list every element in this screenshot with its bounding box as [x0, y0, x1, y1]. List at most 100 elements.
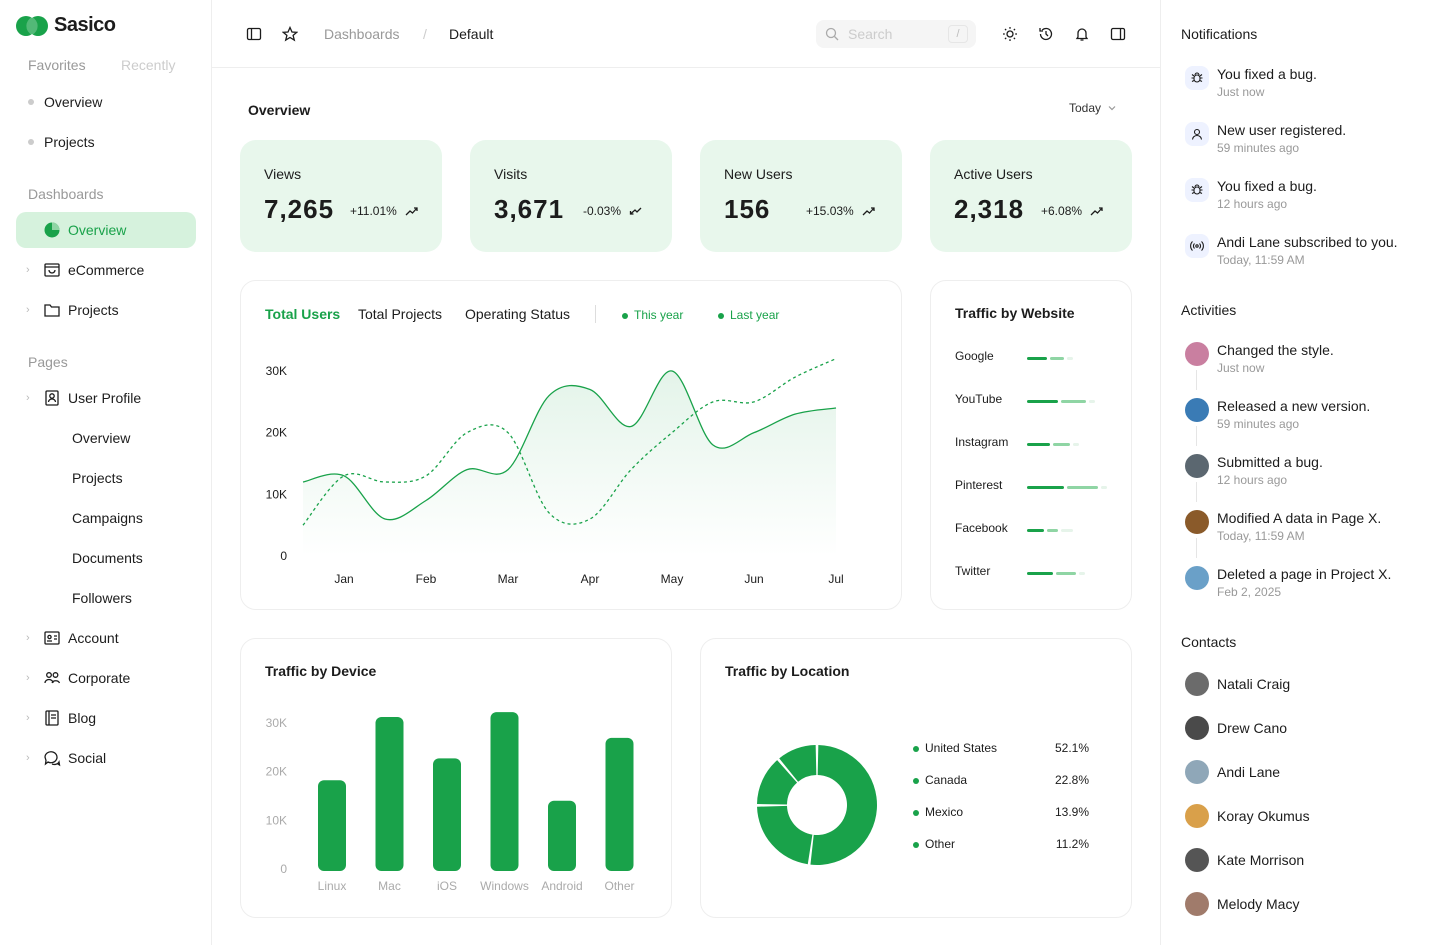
x-tick-label: Mar — [498, 572, 519, 586]
sidebar-item-label: Social — [68, 750, 107, 766]
series-line-this-year — [302, 370, 837, 521]
legend-dot-icon — [913, 809, 919, 816]
search-input[interactable]: Search / — [816, 20, 976, 48]
tab-total-projects[interactable]: Total Projects — [358, 306, 443, 322]
traffic-site-row: Pinterest — [955, 478, 1002, 492]
contact-item[interactable]: Andi Lane — [1181, 760, 1431, 786]
chevron-right-icon: › — [26, 712, 30, 724]
tab-operating-status[interactable]: Operating Status — [465, 306, 571, 322]
sidebar-subitem-campaigns[interactable]: Campaigns — [72, 510, 143, 526]
activity-time: 59 minutes ago — [1217, 417, 1300, 431]
stat-card-visits: Visits 3,671 -0.03% — [470, 140, 672, 252]
activity-item[interactable]: Deleted a page in Project X. Feb 2, 2025 — [1181, 566, 1431, 606]
sidebar-item-overview[interactable]: Overview — [16, 212, 196, 248]
activity-item[interactable]: Changed the style. Just now — [1181, 342, 1431, 382]
stat-change: +11.01% — [350, 204, 397, 218]
contact-item[interactable]: Drew Cano — [1181, 716, 1431, 742]
tab-total-users[interactable]: Total Users — [265, 306, 341, 322]
sidebar-subitem-projects[interactable]: Projects — [72, 470, 123, 486]
bar-windows[interactable] — [490, 712, 519, 871]
overview-title: Overview — [248, 102, 311, 118]
x-tick-label: Other — [604, 879, 634, 893]
sidebar-item-label: Projects — [68, 302, 119, 318]
trend-up-icon — [1090, 207, 1103, 216]
traffic-site-row: Google — [955, 349, 994, 363]
traffic-device-title: Traffic by Device — [265, 663, 377, 679]
favorite-label: Overview — [44, 94, 103, 110]
bar-android[interactable] — [548, 800, 576, 871]
traffic-location-title: Traffic by Location — [725, 663, 850, 679]
activity-text: Modified A data in Page X. — [1217, 510, 1382, 526]
notification-time: 12 hours ago — [1217, 197, 1288, 211]
location-name: Other — [925, 837, 956, 851]
activity-item[interactable]: Submitted a bug. 12 hours ago — [1181, 454, 1431, 494]
panel-toggle-icon[interactable] — [1108, 24, 1128, 44]
avatar — [1185, 510, 1209, 534]
chevron-right-icon: › — [26, 672, 30, 684]
favorite-item-projects[interactable]: Projects — [16, 124, 196, 160]
sidebar-item-projects[interactable]: › Projects — [16, 292, 196, 328]
brand-logo[interactable]: Sasico — [16, 14, 116, 37]
slice-other[interactable] — [779, 745, 817, 782]
chevron-right-icon: › — [26, 392, 30, 404]
avatar — [1185, 566, 1209, 590]
search-placeholder: Search — [848, 26, 893, 42]
activity-time: Feb 2, 2025 — [1217, 585, 1282, 599]
sidebar-item-account[interactable]: › Account — [16, 620, 196, 656]
tab-recently[interactable]: Recently — [121, 57, 176, 73]
top-bar: Dashboards / Default Search / — [212, 0, 1160, 68]
sidebar-item-user-profile[interactable]: › User Profile — [16, 380, 196, 416]
notification-item[interactable]: Andi Lane subscribed to you. Today, 11:59… — [1181, 234, 1431, 274]
bell-icon[interactable] — [1072, 24, 1092, 44]
range-select[interactable]: Today — [1069, 101, 1117, 115]
avatar — [1185, 672, 1209, 696]
traffic-site-bar — [1027, 400, 1095, 403]
x-tick-label: Android — [541, 879, 582, 893]
contact-item[interactable]: Koray Okumus — [1181, 804, 1431, 830]
main-content: Overview Today Views 7,265 +11.01% Visit… — [212, 68, 1160, 945]
sidebar-item-blog[interactable]: › Blog — [16, 700, 196, 736]
chevron-right-icon: › — [26, 304, 30, 316]
donut-chart — [757, 745, 877, 865]
contact-item[interactable]: Melody Macy — [1181, 892, 1431, 918]
activity-text: Submitted a bug. — [1217, 454, 1323, 470]
brand-name: Sasico — [54, 14, 116, 36]
sidebar-toggle-icon[interactable] — [244, 24, 264, 44]
sidebar-item-ecommerce[interactable]: › eCommerce — [16, 252, 196, 288]
sidebar-item-label: Corporate — [68, 670, 131, 686]
tab-favorites[interactable]: Favorites — [28, 57, 86, 73]
sidebar-subitem-documents[interactable]: Documents — [72, 550, 143, 566]
x-tick-label: Windows — [480, 879, 529, 893]
bar-ios[interactable] — [433, 758, 461, 871]
sidebar-item-corporate[interactable]: › Corporate — [16, 660, 196, 696]
notification-text: You fixed a bug. — [1217, 66, 1317, 82]
activity-item[interactable]: Released a new version. 59 minutes ago — [1181, 398, 1431, 438]
contact-name: Andi Lane — [1217, 764, 1281, 780]
contact-name: Drew Cano — [1217, 720, 1288, 736]
slice-canada[interactable] — [757, 805, 813, 865]
sidebar-item-social[interactable]: › Social — [16, 740, 196, 776]
bar-mac[interactable] — [375, 717, 404, 871]
breadcrumb-dashboards[interactable]: Dashboards — [324, 26, 400, 42]
pages-heading: Pages — [28, 354, 68, 370]
sidebar-subitem-followers[interactable]: Followers — [72, 590, 132, 606]
sidebar-item-label: Account — [68, 630, 119, 646]
avatar — [1185, 892, 1209, 916]
notification-item[interactable]: You fixed a bug. Just now — [1181, 66, 1431, 106]
sidebar-subitem-overview[interactable]: Overview — [72, 430, 131, 446]
contact-item[interactable]: Kate Morrison — [1181, 848, 1431, 874]
star-icon[interactable] — [280, 24, 300, 44]
sidebar-item-label: Overview — [68, 222, 127, 238]
bar-other[interactable] — [605, 737, 634, 871]
bar-linux[interactable] — [318, 780, 346, 871]
timeline-line — [1196, 426, 1197, 446]
favorite-item-overview[interactable]: Overview — [16, 84, 196, 120]
slice-mexico[interactable] — [757, 760, 798, 805]
sun-icon[interactable] — [1000, 24, 1020, 44]
notification-item[interactable]: You fixed a bug. 12 hours ago — [1181, 178, 1431, 218]
activity-item[interactable]: Modified A data in Page X. Today, 11:59 A… — [1181, 510, 1431, 550]
slice-united-states[interactable] — [810, 745, 877, 865]
notification-item[interactable]: New user registered. 59 minutes ago — [1181, 122, 1431, 162]
contact-item[interactable]: Natali Craig — [1181, 672, 1431, 698]
history-icon[interactable] — [1036, 24, 1056, 44]
